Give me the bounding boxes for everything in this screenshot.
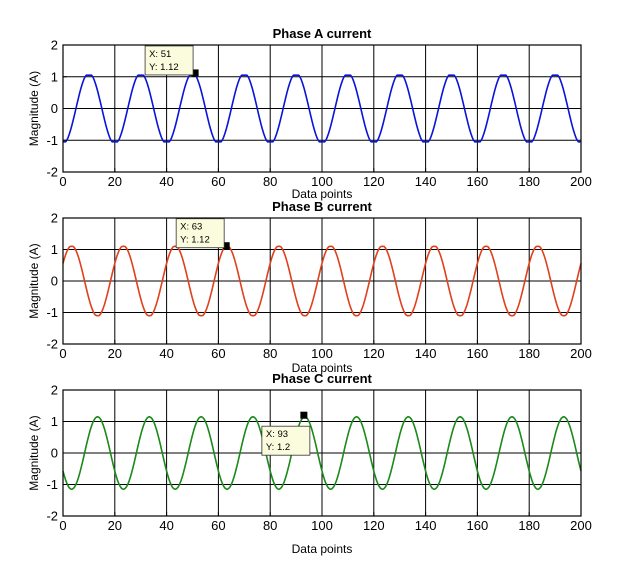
series-line bbox=[62, 416, 582, 490]
x-tick-label: 60 bbox=[211, 174, 225, 189]
x-tick-label: 0 bbox=[59, 174, 66, 189]
y-axis-label: Magnitude (A) bbox=[27, 243, 41, 318]
x-tick-label: 140 bbox=[415, 518, 437, 533]
x-tick-label: 200 bbox=[570, 518, 592, 533]
x-tick-label: 20 bbox=[108, 346, 122, 361]
datatip-x-label: X: 63 bbox=[180, 222, 202, 233]
y-tick-label: 0 bbox=[51, 101, 58, 116]
chart-title: Phase B current bbox=[272, 199, 372, 214]
y-tick-label: 1 bbox=[51, 69, 58, 84]
y-axis-label: Magnitude (A) bbox=[27, 71, 41, 146]
x-axis-label: Data points bbox=[292, 542, 353, 556]
x-tick-label: 60 bbox=[211, 346, 225, 361]
y-tick-label: 0 bbox=[51, 274, 58, 289]
x-tick-label: 80 bbox=[263, 518, 277, 533]
chart-panel-1: 0 20 40 60 80 100 120 140 160 180 200 -2 -1 0 1 2 Phase … bbox=[27, 26, 592, 201]
datatip-y-label: Y: 1.12 bbox=[180, 235, 210, 246]
x-tick-label: 20 bbox=[108, 518, 122, 533]
x-tick-label: 140 bbox=[415, 174, 437, 189]
x-tick-label: 200 bbox=[570, 174, 592, 189]
y-tick-label: 1 bbox=[51, 414, 58, 429]
y-tick-label: 2 bbox=[51, 383, 58, 398]
datatip-x-label: X: 93 bbox=[266, 429, 288, 440]
y-tick-label: -1 bbox=[46, 133, 58, 148]
datatip-box bbox=[175, 218, 225, 249]
x-tick-label: 100 bbox=[311, 346, 333, 361]
x-tick-label: 140 bbox=[415, 346, 437, 361]
datatip-marker[interactable] bbox=[191, 69, 199, 77]
chart-title: Phase A current bbox=[273, 26, 372, 41]
x-tick-label: 100 bbox=[311, 174, 333, 189]
y-tick-label: -1 bbox=[46, 305, 58, 320]
datatip-box bbox=[261, 425, 311, 456]
y-tick-label: -2 bbox=[46, 165, 58, 180]
y-tick-label: -2 bbox=[46, 509, 58, 524]
y-tick-label: 2 bbox=[51, 211, 58, 226]
x-axis-label: Data points bbox=[292, 361, 353, 375]
datatip-marker[interactable] bbox=[300, 411, 308, 419]
datatip[interactable]: X: 63 Y: 1.12 bbox=[175, 218, 225, 249]
x-tick-label: 200 bbox=[570, 346, 592, 361]
series-line bbox=[62, 245, 582, 317]
x-tick-label: 160 bbox=[467, 174, 489, 189]
x-tick-label: 120 bbox=[363, 518, 385, 533]
x-tick-label: 40 bbox=[159, 346, 173, 361]
x-tick-label: 40 bbox=[159, 174, 173, 189]
x-tick-label: 120 bbox=[363, 174, 385, 189]
chart-panel-2: 0 20 40 60 80 100 120 140 160 180 200 -2 -1 0 1 2 Phase … bbox=[27, 199, 592, 375]
x-tick-label: 80 bbox=[263, 346, 277, 361]
datatip-x-label: X: 51 bbox=[149, 49, 171, 60]
series-line bbox=[63, 74, 581, 143]
datatip-marker[interactable] bbox=[222, 242, 230, 250]
y-tick-label: -2 bbox=[46, 337, 58, 352]
x-tick-label: 100 bbox=[311, 518, 333, 533]
y-tick-label: 0 bbox=[51, 446, 58, 461]
chart-title: Phase C current bbox=[272, 371, 372, 386]
x-tick-label: 160 bbox=[467, 346, 489, 361]
y-tick-label: 2 bbox=[51, 38, 58, 53]
x-tick-label: 180 bbox=[518, 346, 540, 361]
x-tick-label: 80 bbox=[263, 174, 277, 189]
x-tick-label: 0 bbox=[59, 346, 66, 361]
datatip[interactable]: X: 93 Y: 1.2 bbox=[261, 425, 311, 456]
x-tick-label: 60 bbox=[211, 518, 225, 533]
x-tick-label: 20 bbox=[108, 174, 122, 189]
y-tick-label: 1 bbox=[51, 242, 58, 257]
x-tick-label: 180 bbox=[518, 518, 540, 533]
x-tick-label: 160 bbox=[467, 518, 489, 533]
datatip-box bbox=[144, 45, 194, 76]
x-tick-label: 120 bbox=[363, 346, 385, 361]
datatip-y-label: Y: 1.2 bbox=[266, 442, 290, 453]
x-tick-label: 0 bbox=[59, 518, 66, 533]
datatip-y-label: Y: 1.12 bbox=[149, 62, 179, 73]
x-tick-label: 180 bbox=[518, 174, 540, 189]
x-tick-label: 40 bbox=[159, 518, 173, 533]
x-axis-label: Data points bbox=[292, 187, 353, 201]
y-axis-label: Magnitude (A) bbox=[27, 415, 41, 490]
y-tick-label: -1 bbox=[46, 477, 58, 492]
chart-panel-3: 0 20 40 60 80 100 120 140 160 180 200 -2 -1 0 1 2 Phase … bbox=[27, 371, 592, 556]
datatip[interactable]: X: 51 Y: 1.12 bbox=[144, 45, 194, 76]
